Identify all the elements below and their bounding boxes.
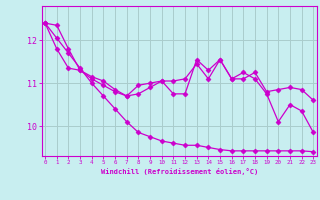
X-axis label: Windchill (Refroidissement éolien,°C): Windchill (Refroidissement éolien,°C) bbox=[100, 168, 258, 175]
